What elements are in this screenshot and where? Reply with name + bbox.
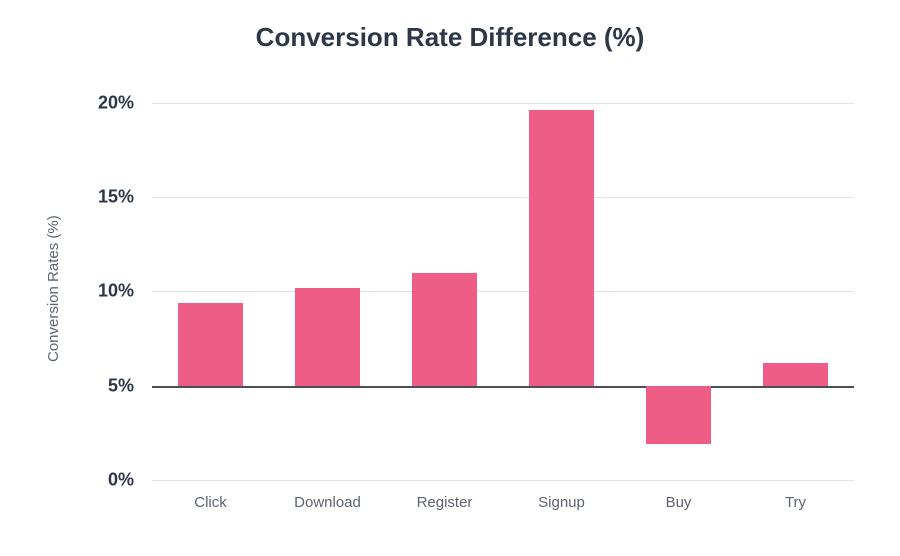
x-tick-label: Download <box>294 494 361 511</box>
bar <box>178 303 242 386</box>
plot-area: 0%5%10%15%20%ClickDownloadRegisterSignup… <box>152 84 854 480</box>
y-axis-label: Conversion Rates (%) <box>45 215 62 362</box>
x-tick-label: Register <box>417 494 473 511</box>
x-tick-label: Try <box>785 494 806 511</box>
chart-container: Conversion Rate Difference (%) Conversio… <box>0 0 900 556</box>
y-tick-label: 15% <box>74 187 134 208</box>
bar <box>295 288 359 386</box>
gridline <box>152 197 854 198</box>
chart-title: Conversion Rate Difference (%) <box>0 22 900 53</box>
bar <box>763 363 827 386</box>
y-tick-label: 20% <box>74 92 134 113</box>
bar <box>646 386 710 444</box>
bar <box>412 273 476 386</box>
x-tick-label: Signup <box>538 494 585 511</box>
gridline <box>152 103 854 104</box>
x-tick-label: Click <box>194 494 227 511</box>
bar <box>529 110 593 385</box>
y-tick-label: 10% <box>74 281 134 302</box>
x-tick-label: Buy <box>666 494 692 511</box>
baseline <box>152 386 854 388</box>
y-tick-label: 0% <box>74 470 134 491</box>
gridline <box>152 291 854 292</box>
y-tick-label: 5% <box>74 375 134 396</box>
gridline <box>152 480 854 481</box>
